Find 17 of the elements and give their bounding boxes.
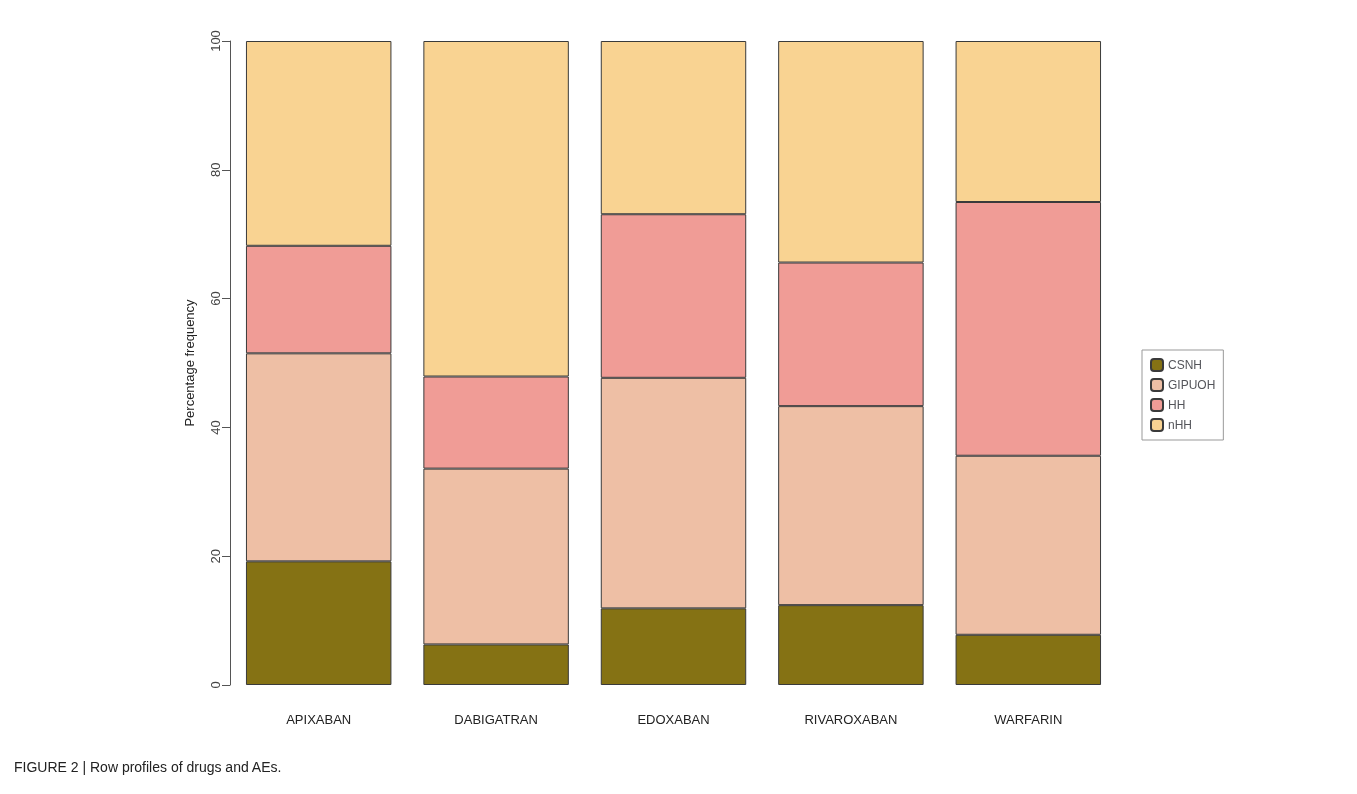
caption: FIGURE 2 | Row profiles of drugs and AEs. xyxy=(14,759,282,775)
x-tick-label: DABIGATRAN xyxy=(454,712,538,727)
y-axis-title: Percentage frequency xyxy=(182,298,197,427)
y-tick-label: 100 xyxy=(208,30,223,52)
x-tick-label: EDOXABAN xyxy=(637,712,710,727)
legend-label: CSNH xyxy=(1168,358,1203,372)
legend-label: nHH xyxy=(1168,418,1193,432)
y-tick-label: 20 xyxy=(208,548,223,564)
x-tick-label: RIVAROXABAN xyxy=(804,712,898,727)
x-tick-label: APIXABAN xyxy=(286,712,352,727)
legend-label: GIPUOH xyxy=(1168,378,1216,392)
y-tick-label: 0 xyxy=(208,681,223,689)
legend-label: HH xyxy=(1168,398,1186,412)
y-tick-label: 60 xyxy=(208,291,223,306)
y-tick-label: 80 xyxy=(208,162,223,178)
x-tick-label: WARFARIN xyxy=(994,712,1063,727)
y-tick-label: 40 xyxy=(208,420,223,435)
